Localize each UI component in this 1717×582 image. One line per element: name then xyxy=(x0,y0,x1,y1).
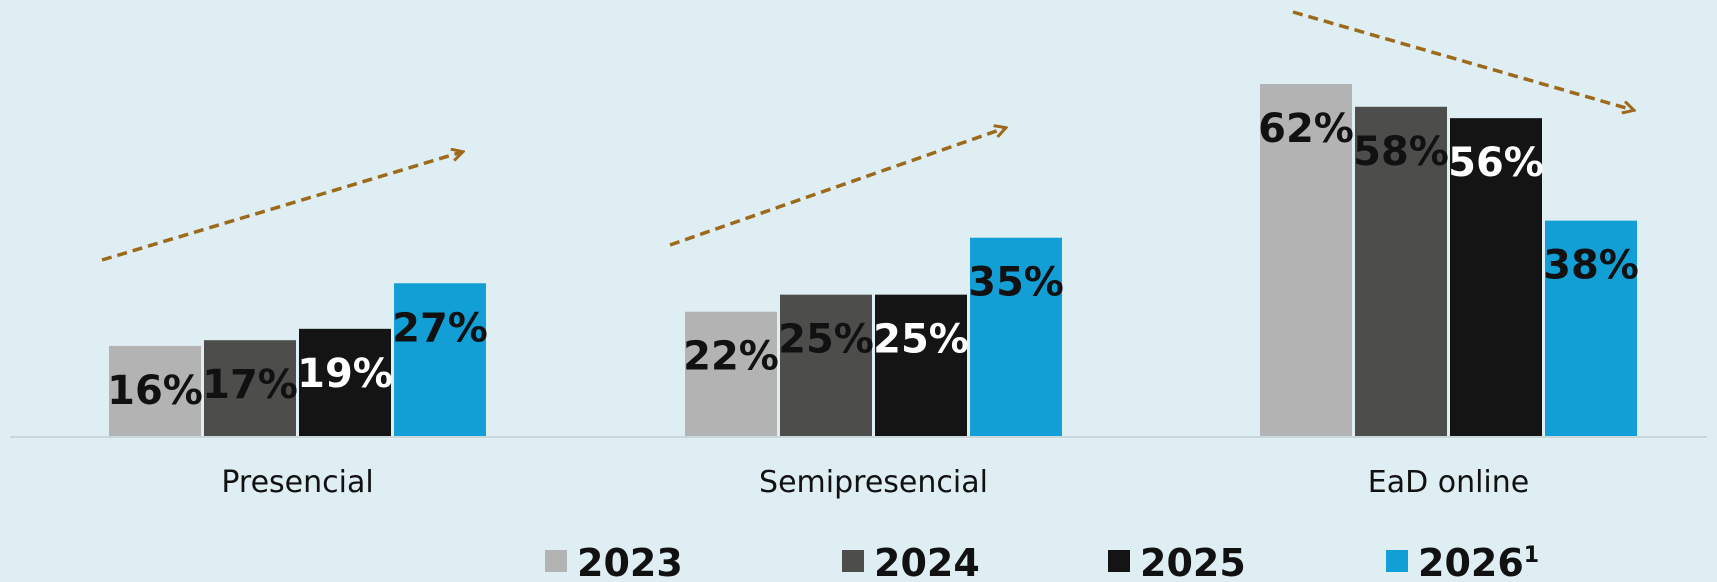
value-label: 38% xyxy=(1543,243,1639,289)
value-label: 22% xyxy=(683,334,779,380)
value-label: 16% xyxy=(107,368,203,414)
value-label: 17% xyxy=(202,362,298,408)
value-label: 62% xyxy=(1258,106,1354,152)
value-label: 35% xyxy=(968,260,1064,306)
value-label: 25% xyxy=(873,317,969,363)
bar-ead-online-2024 xyxy=(1355,106,1447,437)
bar-ead-online-2025 xyxy=(1450,118,1542,438)
bar-presencial-2024 xyxy=(204,340,296,437)
bar-semipresencial-2023 xyxy=(685,311,777,437)
legend-label: 2025 xyxy=(1140,541,1246,582)
value-label: 25% xyxy=(778,317,874,363)
value-label: 27% xyxy=(392,305,488,351)
trend-arrow-down xyxy=(1292,10,1633,110)
legend-swatch xyxy=(842,550,864,572)
bar-semipresencial-2025 xyxy=(875,294,967,437)
legend-footnote-marker: 1 xyxy=(1524,543,1539,568)
legend-label: 2023 xyxy=(577,541,683,582)
bar-presencial-2023 xyxy=(109,345,201,437)
trend-arrows xyxy=(101,10,1633,262)
legend-swatch xyxy=(1386,550,1408,572)
bar-presencial-2026 xyxy=(394,283,486,437)
category-label: Presencial xyxy=(221,465,373,500)
category-label: Semipresencial xyxy=(759,465,988,500)
bar-ead-online-2026 xyxy=(1545,220,1637,437)
value-label: 58% xyxy=(1353,129,1449,175)
legend-label: 2024 xyxy=(874,541,980,582)
bar-semipresencial-2024 xyxy=(780,294,872,437)
legend-label: 20261 xyxy=(1418,541,1539,582)
bar-semipresencial-2026 xyxy=(970,237,1062,437)
legend: 2023 2024 2025 20261 xyxy=(545,541,1539,582)
value-label: 19% xyxy=(297,351,393,397)
bar-presencial-2025 xyxy=(299,328,391,437)
value-labels: 16% 17% 19%27%22% 25% 25%35%62% 58% 56%38% xyxy=(107,106,1639,414)
category-label: EaD online xyxy=(1368,465,1529,500)
trend-arrow-up xyxy=(101,152,462,262)
value-label: 56% xyxy=(1448,140,1544,186)
legend-swatch xyxy=(1108,550,1130,572)
legend-swatch xyxy=(545,550,567,572)
bar-ead-online-2023 xyxy=(1260,84,1352,437)
category-labels: Presencial Semipresencial EaD online xyxy=(221,465,1529,500)
bars xyxy=(109,84,1637,438)
trend-arrow-up xyxy=(669,128,1005,247)
